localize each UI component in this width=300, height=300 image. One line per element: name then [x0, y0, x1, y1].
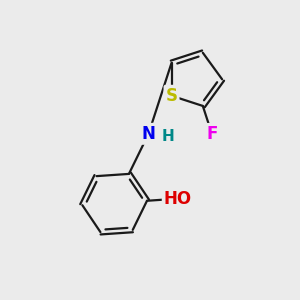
- Text: F: F: [206, 125, 218, 143]
- Text: HO: HO: [164, 190, 192, 208]
- Text: H: H: [162, 129, 175, 144]
- Text: S: S: [166, 87, 178, 105]
- Text: N: N: [142, 125, 155, 143]
